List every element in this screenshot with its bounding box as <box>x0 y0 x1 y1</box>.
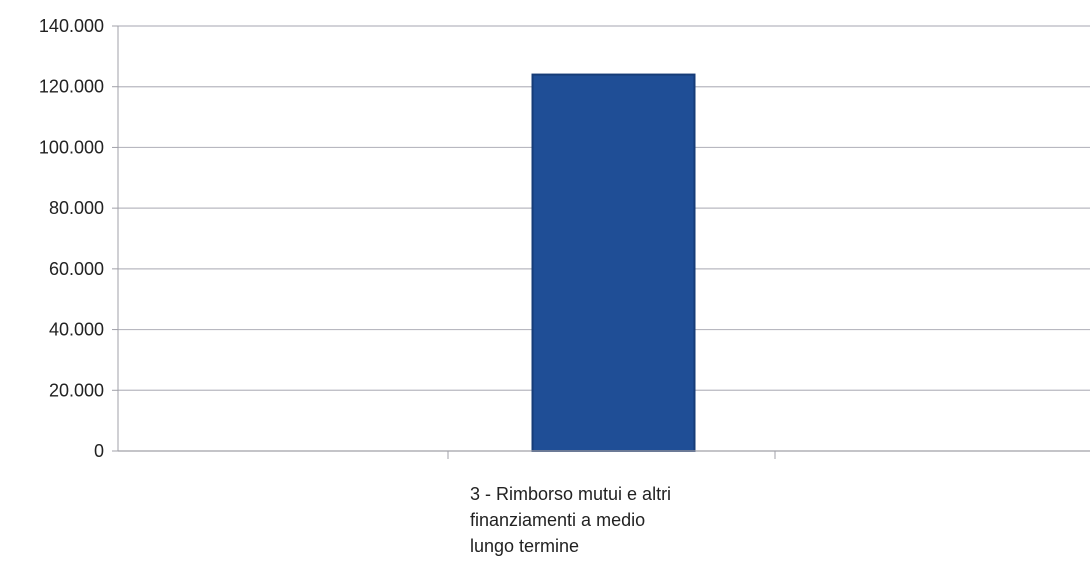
y-tick-label: 120.000 <box>39 77 104 97</box>
y-tick-label: 0 <box>94 441 104 461</box>
y-tick-label: 80.000 <box>49 198 104 218</box>
x-category-label-line: finanziamenti a medio <box>470 510 645 530</box>
x-category-label: 3 - Rimborso mutui e altri finanziamenti … <box>470 484 671 556</box>
bars <box>531 73 696 452</box>
x-axis <box>117 26 1090 459</box>
x-category-label-line: lungo termine <box>470 536 579 556</box>
y-axis-ticks: 0 20.000 40.000 60.000 80.000 100.000 120.000 1… <box>39 16 118 461</box>
x-category-label-line: 3 - Rimborso mutui e altri <box>470 484 671 504</box>
y-tick-label: 20.000 <box>49 380 104 400</box>
bar <box>531 73 696 452</box>
y-tick-label: 100.000 <box>39 137 104 157</box>
y-tick-label: 140.000 <box>39 16 104 36</box>
y-tick-label: 40.000 <box>49 320 104 340</box>
y-tick-label: 60.000 <box>49 259 104 279</box>
x-axis-category-labels: 3 - Rimborso mutui e altri finanziamenti … <box>470 484 671 556</box>
